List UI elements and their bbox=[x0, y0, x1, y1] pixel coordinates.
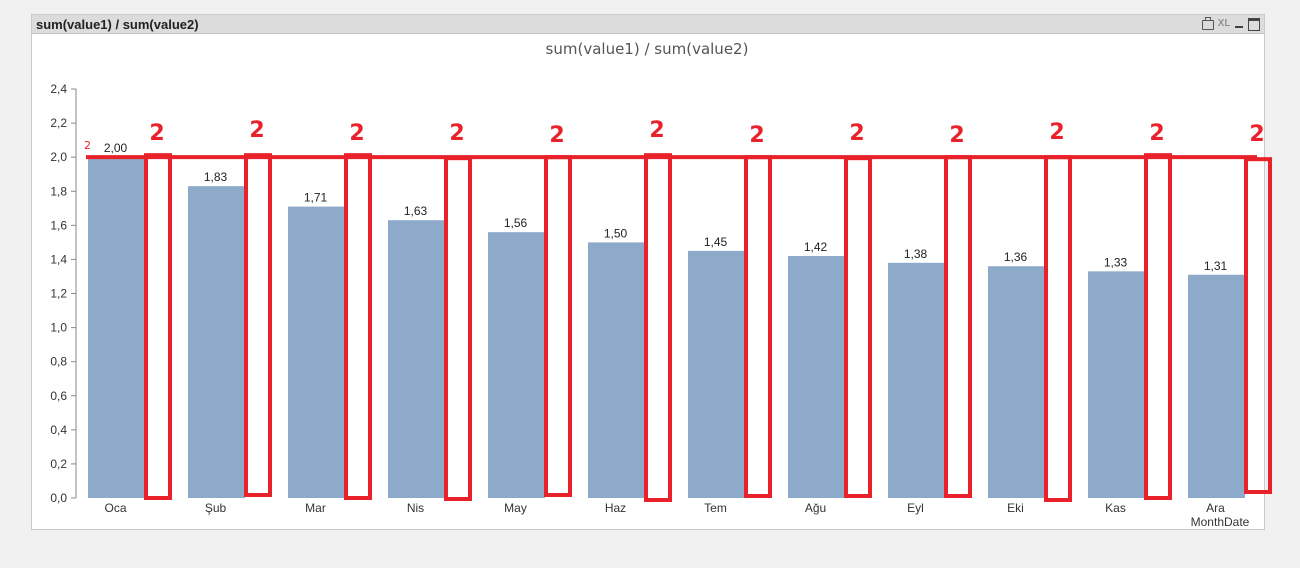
window-caption-title: sum(value1) / sum(value2) bbox=[36, 17, 199, 32]
bars-group bbox=[88, 157, 1245, 499]
y-tick-label: 0,6 bbox=[50, 389, 67, 403]
y-tick-label: 1,0 bbox=[50, 321, 67, 335]
bar-value-label: 1,36 bbox=[1004, 250, 1028, 264]
y-tick-label: 0,4 bbox=[50, 423, 67, 437]
bar[interactable] bbox=[1088, 271, 1145, 498]
target-label: 2 bbox=[1049, 120, 1064, 145]
bar-value-label: 1,45 bbox=[704, 235, 728, 249]
window-caption-bar[interactable]: sum(value1) / sum(value2) XL bbox=[32, 15, 1264, 34]
x-tick-label: Oca bbox=[104, 501, 126, 515]
excel-export-icon[interactable]: XL bbox=[1217, 18, 1230, 29]
target-box bbox=[844, 156, 872, 499]
bar[interactable] bbox=[88, 157, 145, 498]
bar-value-label: 1,33 bbox=[1104, 255, 1128, 269]
y-axis: 0,0 0,2 0,4 0,6 0,8 1,0 1,2 1,4 1,6 1,8 2,0 2,2 2,4 bbox=[50, 82, 77, 505]
bar-value-label: 1,83 bbox=[204, 170, 228, 184]
target-label: 2 bbox=[849, 121, 864, 146]
y-tick-label: 1,4 bbox=[50, 252, 67, 266]
bar[interactable] bbox=[888, 262, 945, 498]
target-label: 2 bbox=[1149, 121, 1164, 146]
bar-value-label: 1,50 bbox=[604, 226, 628, 240]
caption-icons: XL bbox=[1201, 17, 1260, 31]
bar[interactable] bbox=[388, 220, 445, 499]
bar[interactable] bbox=[788, 256, 845, 498]
target-label: 2 bbox=[649, 118, 664, 143]
bar-value-label: 1,56 bbox=[504, 216, 528, 230]
target-box bbox=[1244, 157, 1272, 495]
target-label: 2 bbox=[1249, 122, 1264, 147]
y-tick-label: 1,8 bbox=[50, 184, 67, 198]
bar[interactable] bbox=[188, 186, 245, 498]
print-icon[interactable] bbox=[1201, 17, 1214, 30]
y-tick-label: 0,8 bbox=[50, 355, 67, 369]
y-tick-label: 0,0 bbox=[50, 491, 67, 505]
x-tick-label: Nis bbox=[407, 501, 424, 515]
y-tick-label: 2,0 bbox=[50, 150, 67, 164]
target-label: 2 bbox=[249, 118, 264, 143]
target-box bbox=[144, 153, 172, 501]
x-tick-label: May bbox=[504, 501, 527, 515]
value-labels-group: 2,00 1,83 1,71 1,63 1,56 1,50 1,45 1,42 1,38 1,36… bbox=[104, 141, 1228, 273]
x-labels-group: Oca Şub Mar Nis May Haz Tem Ağu Eyl Eki Kas Ara bbox=[104, 501, 1225, 515]
reference-small-label: 2 bbox=[84, 139, 91, 152]
bar[interactable] bbox=[988, 266, 1045, 498]
bar-value-label: 2,00 bbox=[104, 141, 128, 155]
y-tick-label: 0,2 bbox=[50, 457, 67, 471]
x-tick-label: Mar bbox=[305, 501, 326, 515]
bar-value-label: 1,38 bbox=[904, 247, 928, 261]
bar[interactable] bbox=[288, 206, 345, 498]
bar[interactable] bbox=[1188, 274, 1245, 498]
annotation-overlay: 2 2 2 2 2 2 2 2 2 2 2 2 2 bbox=[84, 118, 1272, 503]
target-label: 2 bbox=[749, 123, 764, 148]
bar-value-label: 1,31 bbox=[1204, 259, 1228, 273]
bar-value-label: 1,42 bbox=[804, 240, 828, 254]
target-box bbox=[1044, 155, 1072, 503]
x-tick-label: Ara bbox=[1206, 501, 1225, 515]
bar[interactable] bbox=[688, 250, 745, 498]
minimize-icon[interactable] bbox=[1234, 17, 1244, 31]
target-box bbox=[444, 156, 472, 502]
target-box bbox=[644, 153, 672, 503]
target-label: 2 bbox=[949, 123, 964, 148]
y-tick-label: 2,2 bbox=[50, 116, 67, 130]
target-box bbox=[244, 153, 272, 498]
bar-value-label: 1,71 bbox=[304, 191, 328, 205]
x-tick-label: Şub bbox=[205, 501, 227, 515]
target-box bbox=[1144, 153, 1172, 501]
x-tick-label: Haz bbox=[605, 501, 626, 515]
target-label: 2 bbox=[149, 121, 164, 146]
x-tick-label: Eyl bbox=[907, 501, 924, 515]
target-label: 2 bbox=[349, 121, 364, 146]
chart-title: sum(value1) / sum(value2) bbox=[546, 40, 749, 58]
y-tick-label: 1,6 bbox=[50, 218, 67, 232]
bar[interactable] bbox=[588, 242, 645, 498]
target-box bbox=[944, 155, 972, 499]
bar[interactable] bbox=[488, 232, 545, 498]
target-box bbox=[344, 153, 372, 501]
y-tick-label: 1,2 bbox=[50, 287, 67, 301]
maximize-icon[interactable] bbox=[1248, 18, 1260, 31]
x-tick-label: Ağu bbox=[805, 501, 826, 515]
target-label: 2 bbox=[549, 123, 564, 148]
y-tick-label: 2,4 bbox=[50, 82, 67, 96]
target-box bbox=[744, 155, 772, 499]
target-label: 2 bbox=[449, 121, 464, 146]
x-tick-label: Tem bbox=[704, 501, 727, 515]
x-axis-title: MonthDate bbox=[1191, 515, 1250, 529]
target-box bbox=[544, 155, 572, 498]
x-tick-label: Kas bbox=[1105, 501, 1126, 515]
bar-value-label: 1,63 bbox=[404, 204, 428, 218]
x-tick-label: Eki bbox=[1007, 501, 1024, 515]
